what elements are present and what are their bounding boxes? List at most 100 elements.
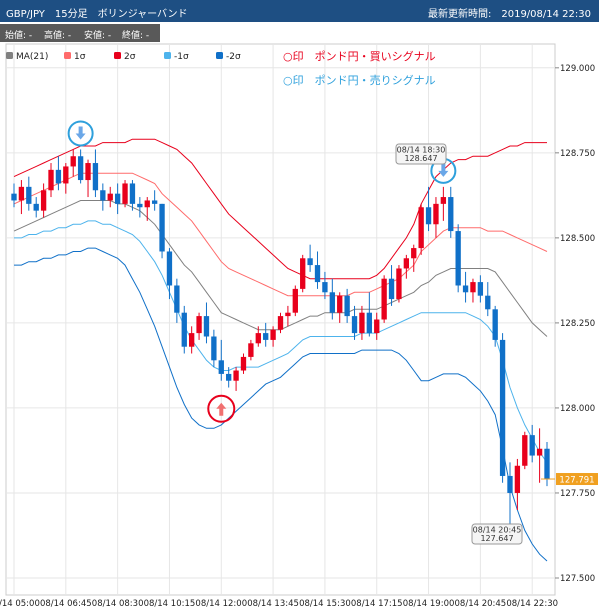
x-tick-label: 08/14 19:00: [403, 599, 455, 607]
candle-body: [166, 251, 173, 286]
candle-body: [233, 370, 239, 381]
candle-body: [492, 309, 498, 340]
x-tick-label: 08/14 22:30: [506, 599, 558, 607]
candle-body: [403, 258, 410, 269]
candle-body: [418, 207, 424, 249]
sell-signal-legend: ○印 ポンド円・売りシグナル: [283, 73, 436, 87]
candle-body: [374, 319, 380, 334]
candle-body: [381, 278, 387, 320]
candle-body: [107, 193, 113, 201]
legend-swatch: [64, 52, 71, 59]
candle-body: [11, 193, 17, 201]
candle-body: [137, 203, 143, 208]
candle-body: [337, 295, 343, 313]
y-tick-label: 128.750: [560, 149, 595, 159]
candle-body: [359, 312, 365, 334]
candle-body: [70, 156, 76, 167]
candle-body: [55, 169, 62, 184]
candle-body: [114, 193, 121, 204]
legend-label: -1σ: [174, 52, 189, 62]
candle-body: [514, 465, 521, 493]
buy-signal-marker: [207, 394, 236, 423]
legend-swatch: [164, 52, 171, 59]
candle-body: [507, 475, 513, 493]
candle-body: [462, 285, 469, 293]
candle-body: [366, 312, 372, 334]
x-tick-label: 08/14 06:45: [40, 599, 92, 607]
candle-body: [203, 316, 210, 337]
candle-body: [263, 333, 269, 340]
candle-body: [26, 186, 32, 204]
candle-body: [211, 336, 217, 361]
candle-body: [85, 163, 91, 181]
legend-swatch: [216, 52, 223, 59]
candle-body: [100, 190, 106, 201]
candle-body: [470, 282, 476, 293]
low-callout-time: 08/14 20:45: [473, 526, 522, 535]
candle-body: [344, 295, 350, 317]
x-tick-label: 08/14 15:30: [299, 599, 351, 607]
candle-body: [300, 258, 306, 289]
candle-body: [181, 312, 187, 347]
buy-signal-legend: ○印 ポンド円・買いシグナル: [283, 49, 436, 63]
candle-body: [77, 156, 84, 181]
ohlc-close: 終値: -: [122, 31, 150, 41]
candle-body: [411, 248, 417, 259]
candle-body: [329, 292, 335, 313]
legend-label: 2σ: [124, 52, 136, 62]
candle-body: [92, 163, 99, 191]
ohlc-open: 始値: -: [5, 31, 33, 41]
candle-body: [159, 203, 165, 252]
candle-body: [485, 295, 491, 310]
candle-body: [129, 183, 136, 204]
candle-body: [536, 448, 543, 456]
candle-body: [218, 360, 224, 374]
legend-label: -2σ: [226, 52, 241, 62]
candle-body: [477, 282, 484, 296]
candle-body: [248, 343, 254, 357]
candle-body: [196, 316, 202, 334]
ohlc-high: 高値: -: [44, 31, 72, 41]
band-minus-2sigma: [14, 247, 548, 562]
candle-body: [18, 186, 25, 201]
candle-body: [425, 207, 432, 225]
candle-body: [174, 285, 180, 313]
y-tick-label: 128.500: [560, 234, 595, 244]
candle-body: [292, 288, 298, 313]
y-tick-label: 127.750: [560, 489, 595, 499]
last-price-value: 127.791: [559, 476, 594, 486]
candle-body: [33, 203, 39, 211]
y-tick-label: 128.000: [560, 404, 595, 414]
candle-body: [226, 373, 232, 381]
candle-body: [307, 258, 313, 266]
candle-body: [314, 265, 321, 283]
last-price-tag: [556, 473, 598, 486]
candle-body: [144, 200, 150, 208]
candle-body: [240, 356, 247, 371]
x-tick-label: 08/14 12:00: [195, 599, 247, 607]
down-arrow-icon: [438, 163, 449, 177]
low-callout-value: 127.647: [480, 534, 513, 543]
candle-body: [388, 278, 395, 300]
high-callout-time: 08/14 18:30: [397, 146, 446, 155]
x-tick-label: 08/14 20:45: [455, 599, 507, 607]
candle-body: [48, 169, 54, 191]
ohlc-readout: 始値: - 高値: - 安値: - 終値: -: [0, 24, 160, 42]
candle-body: [448, 197, 454, 232]
candle-body: [255, 333, 261, 344]
candle-body: [499, 339, 506, 476]
band-plus-2sigma: [13, 138, 547, 280]
y-tick-label: 127.500: [560, 574, 595, 584]
down-arrow-icon: [75, 126, 86, 140]
plot-frame: [5, 43, 556, 596]
candle-body: [40, 190, 47, 211]
symbol-title: GBP/JPY 15分足 ボリンジャーバンド: [6, 9, 188, 20]
candle-body: [277, 316, 284, 330]
candle-body: [396, 268, 402, 300]
candle-body: [433, 203, 439, 225]
band-minus-1sigma: [14, 220, 548, 463]
candle-body: [270, 329, 276, 340]
candle-body: [522, 435, 528, 466]
candle-body: [351, 316, 358, 334]
